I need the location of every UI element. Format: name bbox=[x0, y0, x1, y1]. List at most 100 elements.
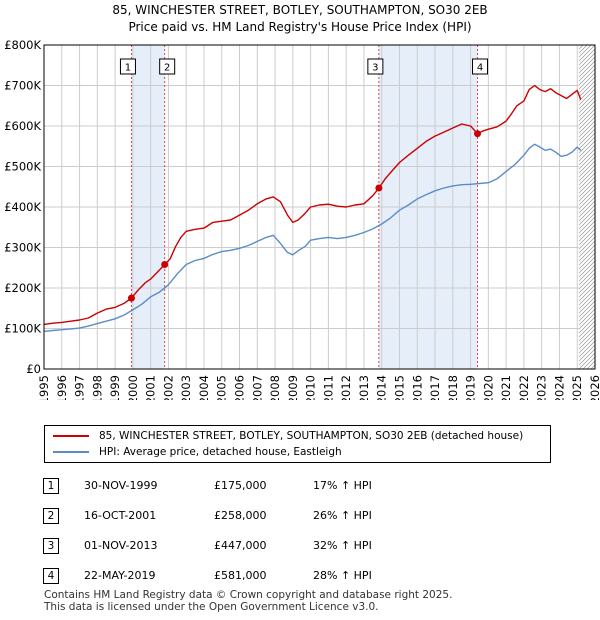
forecast-hatch-line bbox=[579, 308, 596, 326]
x-tick-label: 2004 bbox=[197, 375, 211, 400]
sale-price: £447,000 bbox=[214, 539, 267, 552]
forecast-hatch-line bbox=[579, 300, 596, 318]
x-tick-label: 1999 bbox=[108, 375, 122, 400]
x-tick-label: 2023 bbox=[535, 375, 549, 400]
y-tick-label: £500K bbox=[4, 160, 41, 174]
x-tick-label: 2011 bbox=[321, 375, 335, 400]
sale-price: £175,000 bbox=[214, 479, 267, 492]
legend-label-hpi: HPI: Average price, detached house, East… bbox=[99, 446, 342, 458]
sale-number-badge: 4 bbox=[43, 568, 59, 584]
price-chart: 85, WINCHESTER STREET, BOTLEY, SOUTHAMPT… bbox=[4, 3, 600, 400]
sale-point bbox=[375, 184, 383, 192]
x-tick-label: 2016 bbox=[410, 375, 424, 400]
x-tick-label: 2026 bbox=[588, 375, 600, 400]
forecast-hatch-line bbox=[579, 192, 596, 210]
sale-number-box bbox=[367, 58, 384, 75]
sale-hpi-diff: 17% ↑ HPI bbox=[313, 479, 372, 492]
forecast-hatch-line bbox=[579, 92, 596, 110]
y-tick-label: £400K bbox=[4, 200, 41, 214]
chart-title: 85, WINCHESTER STREET, BOTLEY, SOUTHAMPT… bbox=[112, 3, 487, 17]
plot-frame bbox=[43, 44, 596, 370]
legend: 85, WINCHESTER STREET, BOTLEY, SOUTHAMPT… bbox=[44, 425, 551, 463]
x-tick-label: 2014 bbox=[375, 375, 389, 400]
sale-number-label: 2 bbox=[164, 63, 170, 74]
sale-number-badge: 3 bbox=[43, 538, 59, 554]
sale-point bbox=[474, 130, 482, 138]
x-tick-label: 1995 bbox=[37, 375, 51, 400]
y-tick-label: £700K bbox=[4, 79, 41, 93]
x-tick-label: 2008 bbox=[268, 375, 282, 400]
sale-date: 16-OCT-2001 bbox=[84, 509, 157, 522]
forecast-hatch-line bbox=[579, 96, 596, 114]
sale-number-label: 4 bbox=[477, 63, 483, 74]
sale-row: 3 01-NOV-2013 £447,000 32% ↑ HPI bbox=[0, 535, 600, 557]
sale-number-label: 3 bbox=[372, 63, 378, 74]
x-tick-label: 2006 bbox=[233, 375, 247, 400]
x-tick-label: 2021 bbox=[499, 375, 513, 400]
x-tick-label: 2017 bbox=[428, 375, 442, 400]
sale-row: 1 30-NOV-1999 £175,000 17% ↑ HPI bbox=[0, 475, 600, 497]
y-tick-label: £300K bbox=[4, 241, 41, 255]
x-tick-label: 2000 bbox=[126, 375, 140, 400]
sale-number-box bbox=[159, 58, 176, 75]
forecast-hatch-line bbox=[579, 204, 596, 222]
sale-number-badge: 1 bbox=[43, 478, 59, 494]
footer-licence: This data is licensed under the Open Gov… bbox=[44, 601, 379, 613]
legend-swatch-hpi bbox=[53, 451, 89, 453]
forecast-hatch-line bbox=[579, 88, 596, 106]
sale-point bbox=[161, 261, 169, 269]
x-tick-label: 2003 bbox=[179, 375, 193, 400]
sale-hpi-diff: 32% ↑ HPI bbox=[313, 539, 372, 552]
legend-swatch-property bbox=[53, 435, 89, 437]
x-tick-label: 2025 bbox=[570, 375, 584, 400]
x-tick-label: 2015 bbox=[392, 375, 406, 400]
x-tick-label: 2005 bbox=[215, 375, 229, 400]
sale-number-box bbox=[472, 58, 489, 75]
x-tick-label: 2001 bbox=[144, 375, 158, 400]
x-tick-label: 2012 bbox=[339, 375, 353, 400]
y-tick-label: £600K bbox=[4, 119, 41, 133]
sale-number-badge: 2 bbox=[43, 508, 59, 524]
sale-row: 4 22-MAY-2019 £581,000 28% ↑ HPI bbox=[0, 565, 600, 587]
x-tick-label: 2007 bbox=[250, 375, 264, 400]
forecast-hatch-line bbox=[579, 304, 596, 322]
x-tick-label: 2022 bbox=[517, 375, 531, 400]
sale-number-label: 1 bbox=[125, 63, 131, 74]
sale-point bbox=[127, 294, 135, 302]
x-tick-label: 2018 bbox=[446, 375, 460, 400]
chart-subtitle: Price paid vs. HM Land Registry's House … bbox=[128, 20, 471, 34]
x-tick-label: 2020 bbox=[481, 375, 495, 400]
x-tick-label: 2010 bbox=[304, 375, 318, 400]
y-tick-label: £800K bbox=[4, 38, 41, 52]
forecast-hatch-line bbox=[579, 196, 596, 214]
sale-row: 2 16-OCT-2001 £258,000 26% ↑ HPI bbox=[0, 505, 600, 527]
sale-date: 30-NOV-1999 bbox=[84, 479, 158, 492]
y-tick-label: £200K bbox=[4, 281, 41, 295]
sale-hpi-diff: 28% ↑ HPI bbox=[313, 569, 372, 582]
property-price-line bbox=[43, 84, 582, 326]
x-tick-label: 1996 bbox=[55, 375, 69, 400]
x-tick-label: 2009 bbox=[286, 375, 300, 400]
legend-entry-hpi: HPI: Average price, detached house, East… bbox=[53, 444, 342, 460]
sale-number-box bbox=[119, 58, 136, 75]
forecast-region bbox=[579, 45, 595, 369]
y-tick-label: £100K bbox=[4, 322, 41, 336]
x-tick-label: 2019 bbox=[464, 375, 478, 400]
sale-date: 22-MAY-2019 bbox=[84, 569, 156, 582]
x-tick-label: 2024 bbox=[552, 375, 566, 400]
sale-date: 01-NOV-2013 bbox=[84, 539, 158, 552]
x-tick-label: 2002 bbox=[161, 375, 175, 400]
y-tick-label: £0 bbox=[26, 362, 41, 376]
sale-hpi-diff: 26% ↑ HPI bbox=[313, 509, 372, 522]
forecast-hatch-line bbox=[579, 312, 596, 330]
sale-price: £258,000 bbox=[214, 509, 267, 522]
legend-entry-property: 85, WINCHESTER STREET, BOTLEY, SOUTHAMPT… bbox=[53, 428, 523, 444]
sale-price: £581,000 bbox=[214, 569, 267, 582]
x-tick-label: 2013 bbox=[357, 375, 371, 400]
x-tick-label: 1997 bbox=[73, 375, 87, 400]
footer-copyright: Contains HM Land Registry data © Crown c… bbox=[44, 589, 453, 601]
hpi-line bbox=[43, 143, 582, 332]
x-tick-label: 1998 bbox=[90, 375, 104, 400]
forecast-hatch-line bbox=[579, 200, 596, 218]
legend-label-property: 85, WINCHESTER STREET, BOTLEY, SOUTHAMPT… bbox=[99, 430, 524, 442]
